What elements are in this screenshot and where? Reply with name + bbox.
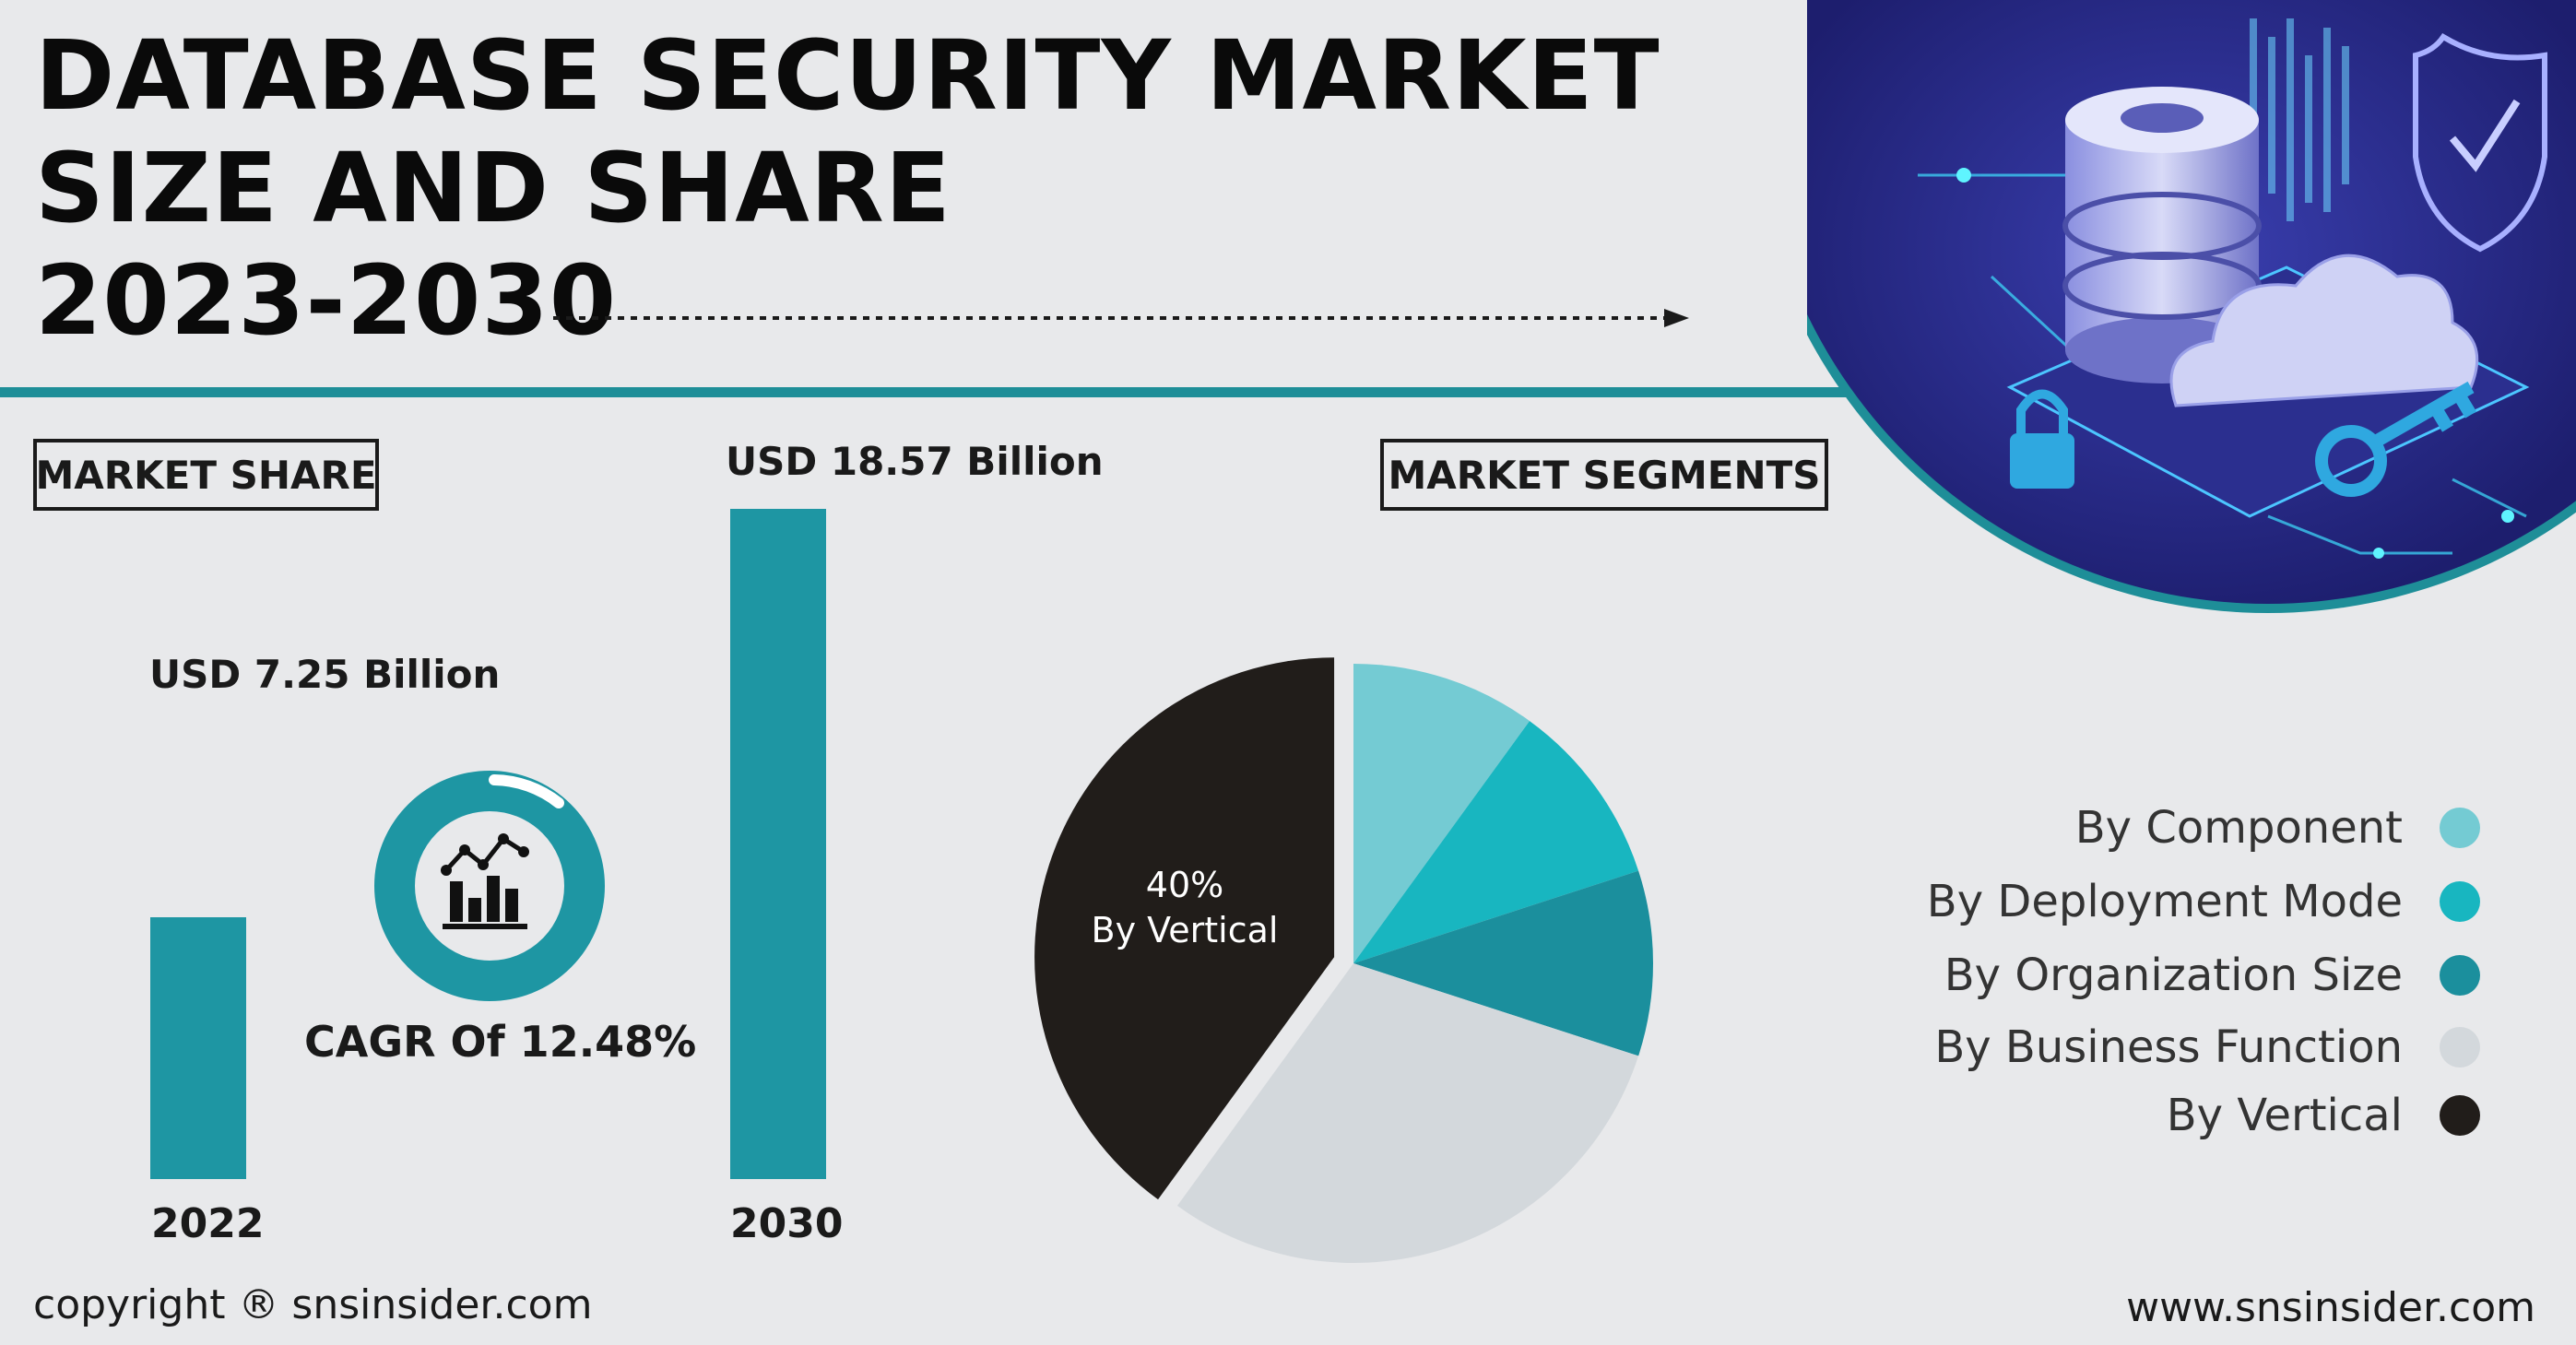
slice-by-business-function [1176, 963, 1639, 1263]
market-share-label: MARKET SHARE [33, 439, 379, 511]
legend-swatch [2440, 1027, 2480, 1068]
legend-by-deployment-mode: By Deployment Mode [1927, 876, 2480, 927]
x-tick-label: 2022 [151, 1200, 265, 1247]
market-segments-label: MARKET SEGMENTS [1380, 439, 1828, 511]
pie-annotation-label: By Vertical [1092, 910, 1279, 950]
dotted-arrow [553, 309, 1689, 327]
website-text: www.snsinsider.com [2126, 1284, 2535, 1331]
bar-value-label: USD 7.25 Billion [149, 652, 501, 697]
title-line-3: 2023-2030 [35, 244, 618, 357]
legend-swatch [2440, 881, 2480, 922]
bar-2030 [730, 509, 826, 1179]
copyright-text: copyright ® snsinsider.com [33, 1281, 593, 1328]
legend-by-component: By Component [2075, 802, 2480, 854]
bar-2022 [150, 917, 246, 1179]
legend-label: By Component [2074, 802, 2403, 854]
legend-by-vertical: By Vertical [2167, 1090, 2480, 1141]
slice-by-component [1353, 664, 1530, 963]
legend-swatch [2440, 955, 2480, 996]
slice-by-deployment-mode [1353, 721, 1639, 963]
legend-label: By Vertical [2166, 1090, 2403, 1141]
legend-swatch [2440, 1095, 2480, 1136]
database-security-illustration [1807, 0, 2576, 613]
growth-chart-icon [374, 771, 605, 1001]
legend-by-business-function: By Business Function [1934, 1021, 2480, 1073]
legend-label: By Organization Size [1944, 950, 2403, 1001]
x-tick-label: 2030 [730, 1200, 844, 1247]
bar-value-label: USD 18.57 Billion [726, 439, 1104, 484]
legend-label: By Business Function [1934, 1021, 2403, 1073]
pie-annotation-value: 40% [1146, 865, 1223, 905]
legend-label: By Deployment Mode [1926, 876, 2403, 927]
header-divider [0, 387, 1955, 397]
cagr-label: CAGR Of 12.48% [304, 1017, 697, 1067]
slice-by-vertical [1034, 657, 1335, 1200]
legend-swatch [2440, 808, 2480, 848]
slice-by-organization-size [1353, 870, 1653, 1056]
legend-by-organization-size: By Organization Size [1944, 950, 2480, 1001]
title-line-2: SIZE AND SHARE [35, 132, 951, 244]
pie-chart: 40% By Vertical [1034, 657, 1653, 1263]
title-line-1: DATABASE SECURITY MARKET [35, 19, 1660, 132]
